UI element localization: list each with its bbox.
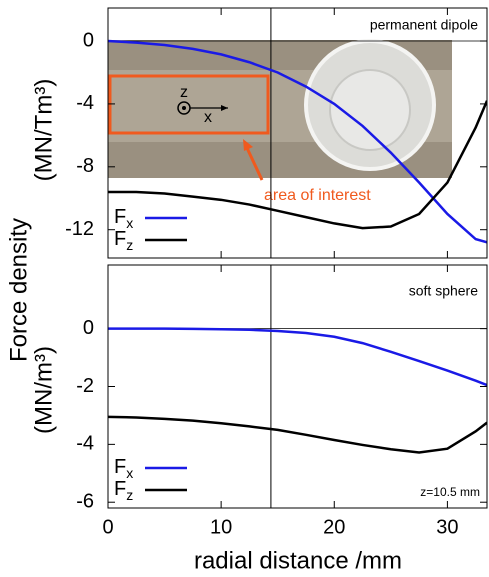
legend-label: Fz — [114, 478, 133, 502]
legend-label: Fx — [114, 206, 133, 230]
annotation: x — [204, 109, 212, 126]
legend-label: Fx — [114, 456, 133, 480]
annotation: z=10.5 mm — [420, 485, 480, 499]
series-line — [108, 329, 487, 385]
y-axis-label: Force density — [5, 218, 32, 362]
y-tick-label: -4 — [76, 433, 94, 455]
y-tick-label: -8 — [76, 155, 94, 177]
legend-label: Fz — [114, 228, 133, 252]
axis-dot-center — [182, 106, 186, 110]
y-axis-unit: (MN/Tm³) — [30, 79, 57, 182]
annotation: z — [180, 84, 188, 101]
y-tick-label: -12 — [65, 218, 94, 240]
y-tick-label: 0 — [83, 29, 94, 51]
x-tick-label: 20 — [323, 516, 345, 538]
y-tick-label: -4 — [76, 92, 94, 114]
y-axis-unit: (MN/m³) — [30, 346, 57, 434]
annotation: soft sphere — [409, 283, 478, 299]
annotation: permanent dipole — [370, 17, 478, 33]
x-tick-label: 0 — [102, 516, 113, 538]
annotation: area of interest — [264, 187, 371, 204]
chart: Force density (MN/Tm³) (MN/m³) radial di… — [0, 0, 489, 577]
x-tick-label: 10 — [210, 516, 232, 538]
plot-frame — [108, 265, 487, 508]
series-line — [108, 417, 487, 453]
y-tick-label: -6 — [76, 490, 94, 512]
x-axis-label: radial distance /mm — [194, 547, 402, 574]
y-tick-label: -2 — [76, 375, 94, 397]
y-tick-label: 0 — [83, 317, 94, 339]
x-tick-label: 30 — [436, 516, 458, 538]
